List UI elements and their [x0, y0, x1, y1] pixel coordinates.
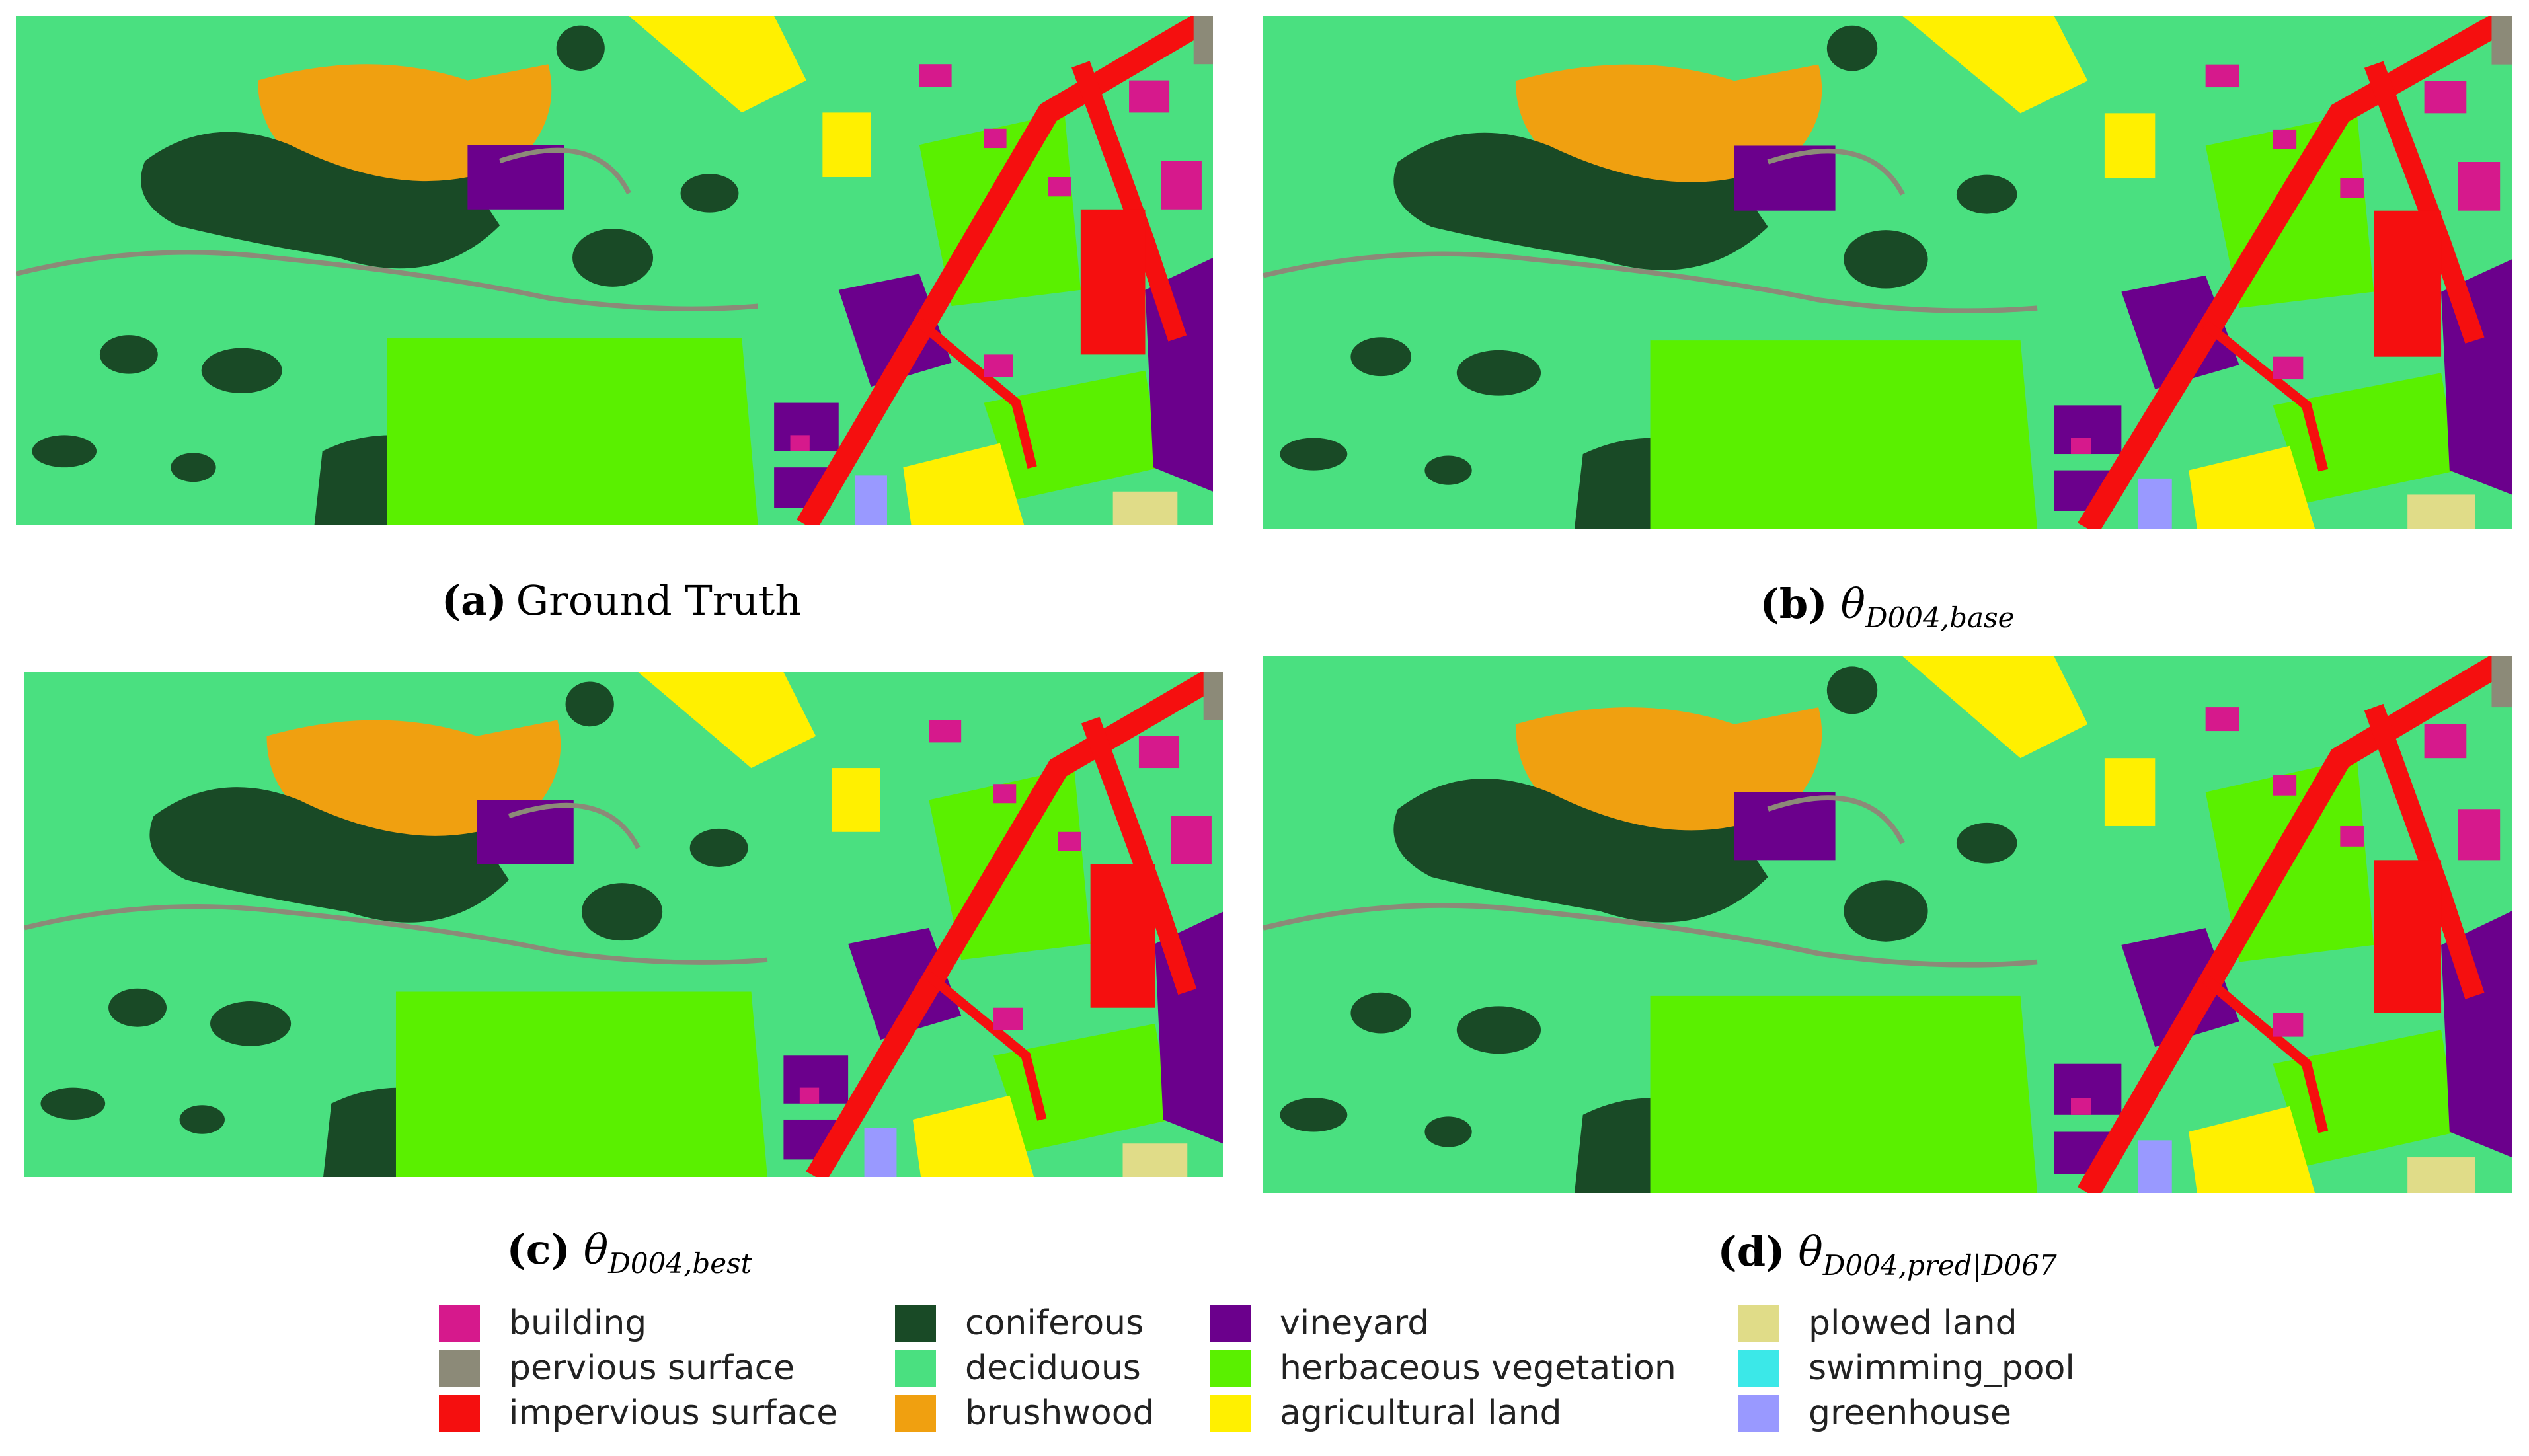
legend-swatch — [1210, 1350, 1251, 1387]
legend-label: deciduous — [965, 1348, 1141, 1388]
legend-swatch — [439, 1350, 480, 1387]
legend-swatch — [439, 1305, 480, 1342]
caption-subscript: D004,best — [607, 1247, 752, 1280]
caption: (c) θD004,best — [506, 1225, 752, 1280]
legend-swatch — [895, 1395, 936, 1432]
legend-label: building — [509, 1303, 646, 1343]
legend-swatch — [895, 1350, 936, 1387]
map-c — [24, 672, 1223, 1177]
caption-symbol: θ — [584, 1225, 608, 1274]
caption-label: (b) — [1760, 580, 1828, 628]
legend-label: herbaceous vegetation — [1280, 1348, 1676, 1388]
caption: (a) Ground Truth — [442, 576, 801, 625]
legend-label: agricultural land — [1280, 1393, 1562, 1433]
legend-label: vineyard — [1280, 1303, 1429, 1343]
legend-swatch — [1738, 1350, 1779, 1387]
caption-label: (d) — [1717, 1227, 1785, 1276]
map-a — [16, 16, 1213, 525]
legend-label: greenhouse — [1809, 1393, 2011, 1433]
legend-label: impervious surface — [509, 1393, 837, 1433]
caption: (d) θD004,pred|D067 — [1717, 1227, 2057, 1282]
legend-label: plowed land — [1809, 1303, 2017, 1343]
legend-swatch — [1210, 1305, 1251, 1342]
caption-label: (c) — [506, 1225, 570, 1274]
caption-text: Ground Truth — [516, 576, 802, 625]
map-b — [1263, 16, 2512, 529]
caption-symbol: θ — [1798, 1227, 1822, 1276]
map-d — [1263, 656, 2512, 1193]
caption-subscript: D004,pred|D067 — [1822, 1249, 2057, 1282]
legend-swatch — [1738, 1395, 1779, 1432]
legend-label: brushwood — [965, 1393, 1155, 1433]
legend-swatch — [1738, 1305, 1779, 1342]
caption-label: (a) — [442, 576, 507, 625]
caption-symbol: θ — [1841, 580, 1865, 628]
legend-label: coniferous — [965, 1303, 1144, 1343]
caption: (b) θD004,base — [1760, 580, 2015, 634]
caption-subscript: D004,base — [1865, 601, 2015, 634]
legend-swatch — [439, 1395, 480, 1432]
legend-swatch — [895, 1305, 936, 1342]
legend-swatch — [1210, 1395, 1251, 1432]
legend-label: pervious surface — [509, 1348, 795, 1388]
legend-label: swimming_pool — [1809, 1348, 2075, 1388]
